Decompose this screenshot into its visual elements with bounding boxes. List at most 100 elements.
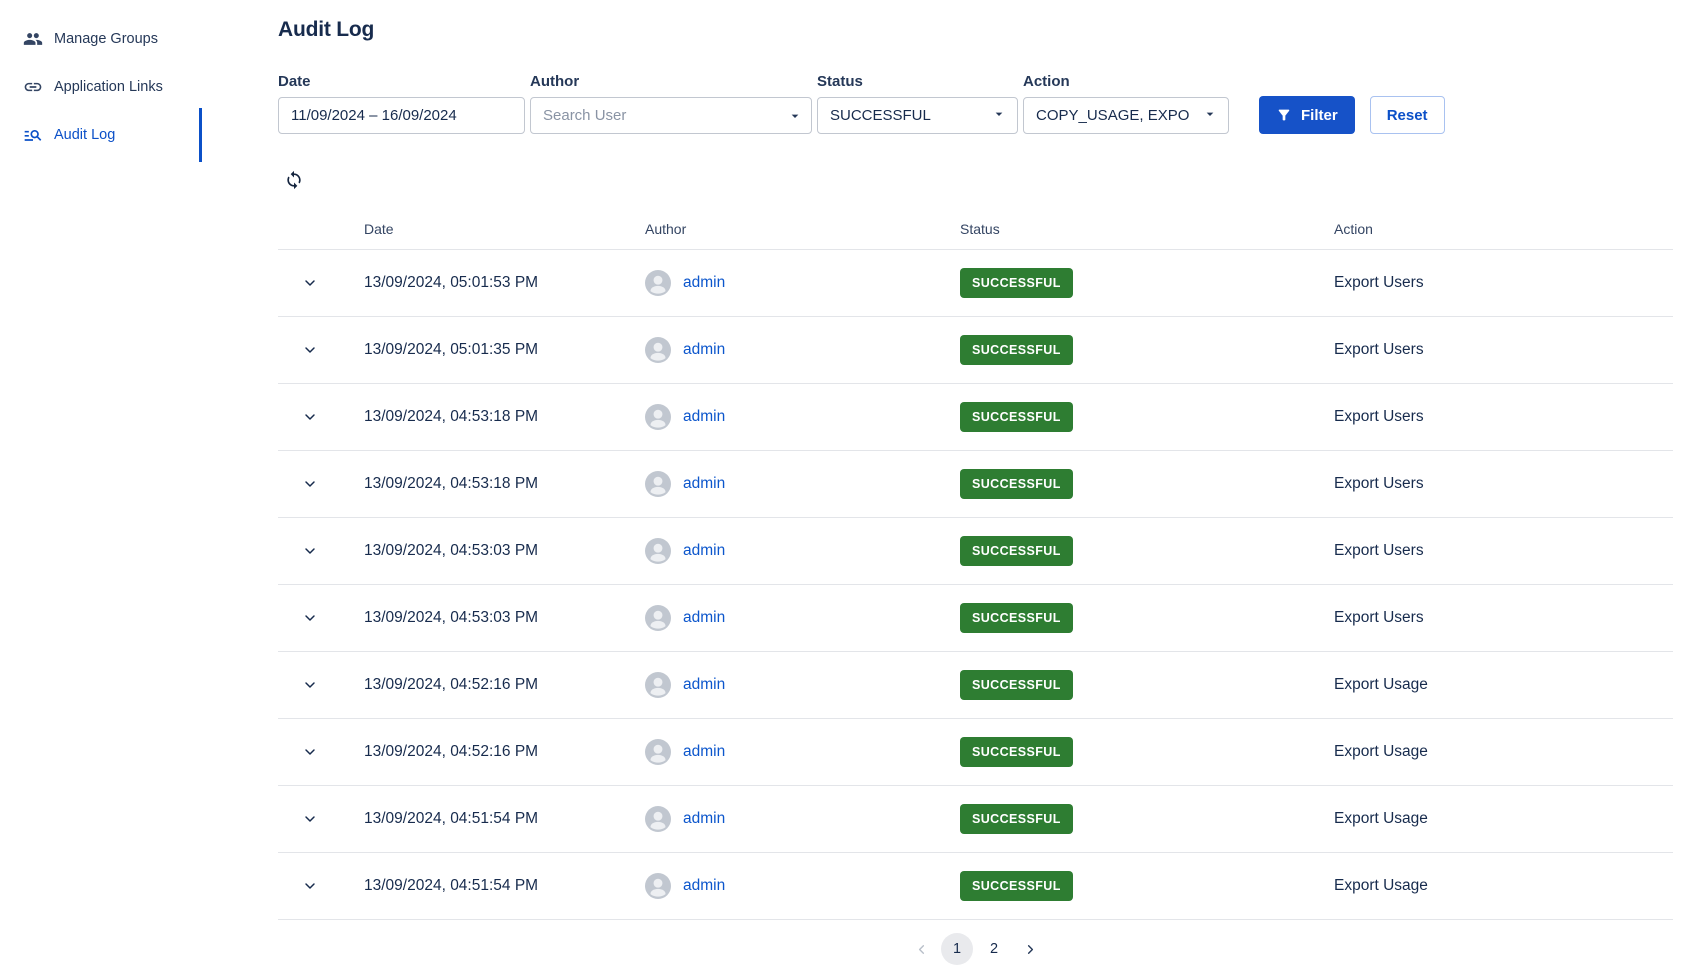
column-header-date: Date [364,220,394,237]
author-link[interactable]: admin [683,542,726,559]
avatar [645,404,671,430]
table-row: 13/09/2024, 04:53:18 PM admin SUCCESSFUL… [278,451,1673,518]
row-action: Export Users [1334,542,1424,559]
dropdown-arrow-icon [1202,106,1218,126]
row-action: Export Usage [1334,676,1428,693]
table-header-row: Date Author Status Action [278,208,1673,250]
sidebar-item-manage-groups[interactable]: Manage Groups [0,15,204,63]
expand-row-button[interactable] [297,605,323,631]
action-select[interactable]: COPY_USAGE, EXPO [1023,97,1229,134]
date-range-input[interactable] [278,97,525,134]
dropdown-arrow-icon[interactable] [787,108,803,129]
sidebar-nav: Manage Groups Application Links Audit Lo… [0,15,204,162]
refresh-button[interactable] [284,170,304,193]
expand-row-button[interactable] [297,404,323,430]
chevron-down-icon [305,749,315,755]
chevron-down-icon [305,481,315,487]
author-link[interactable]: admin [683,743,726,760]
status-badge: SUCCESSFUL [960,603,1073,633]
expand-row-button[interactable] [297,873,323,899]
row-date: 13/09/2024, 04:53:18 PM [364,475,539,492]
status-filter-field: Status SUCCESSFUL [817,73,1018,134]
link-icon [23,77,43,97]
column-header-author: Author [645,220,687,237]
expand-row-button[interactable] [297,471,323,497]
table-row: 13/09/2024, 05:01:53 PM admin SUCCESSFUL… [278,250,1673,317]
expand-row-button[interactable] [297,337,323,363]
row-action: Export Users [1334,274,1424,291]
row-action: Export Usage [1334,810,1428,827]
row-date: 13/09/2024, 04:53:03 PM [364,609,539,626]
sidebar-item-audit-log[interactable]: Audit Log [0,108,204,162]
table-row: 13/09/2024, 04:53:03 PM admin SUCCESSFUL… [278,518,1673,585]
row-action: Export Usage [1334,743,1428,760]
expand-row-button[interactable] [297,672,323,698]
avatar [645,672,671,698]
page-title: Audit Log [278,18,375,41]
status-select[interactable]: SUCCESSFUL [817,97,1018,134]
table-row: 13/09/2024, 05:01:35 PM admin SUCCESSFUL… [278,317,1673,384]
status-badge: SUCCESSFUL [960,536,1073,566]
next-page-button[interactable] [1015,934,1045,964]
author-link[interactable]: admin [683,274,726,291]
row-date: 13/09/2024, 04:53:03 PM [364,542,539,559]
author-link[interactable]: admin [683,408,726,425]
author-link[interactable]: admin [683,609,726,626]
avatar [645,806,671,832]
row-date: 13/09/2024, 05:01:53 PM [364,274,539,291]
sidebar-item-application-links[interactable]: Application Links [0,63,204,111]
pagination: 1 2 [278,933,1673,965]
author-link[interactable]: admin [683,810,726,827]
status-badge: SUCCESSFUL [960,670,1073,700]
expand-row-button[interactable] [297,270,323,296]
author-link[interactable]: admin [683,676,726,693]
status-badge: SUCCESSFUL [960,469,1073,499]
chevron-down-icon [305,280,315,286]
status-badge: SUCCESSFUL [960,335,1073,365]
main-content: Audit Log Date Author Status SUCCESSFUL [278,0,1673,965]
author-link[interactable]: admin [683,341,726,358]
author-search-input[interactable] [530,97,812,134]
status-badge: SUCCESSFUL [960,871,1073,901]
previous-page-button[interactable] [906,934,936,964]
chevron-down-icon [305,548,315,554]
dropdown-arrow-icon [991,106,1007,126]
row-date: 13/09/2024, 04:52:16 PM [364,743,539,760]
row-date: 13/09/2024, 04:51:54 PM [364,877,539,894]
sidebar-item-label: Application Links [54,79,163,95]
author-filter-label: Author [530,73,580,90]
action-filter-label: Action [1023,73,1070,90]
row-date: 13/09/2024, 04:53:18 PM [364,408,539,425]
chevron-left-icon [918,944,924,954]
row-action: Export Users [1334,609,1424,626]
row-date: 13/09/2024, 05:01:35 PM [364,341,539,358]
avatar [645,337,671,363]
filter-button[interactable]: Filter [1259,96,1355,134]
expand-row-button[interactable] [297,739,323,765]
column-header-action: Action [1334,220,1373,237]
table-row: 13/09/2024, 04:51:54 PM admin SUCCESSFUL… [278,853,1673,920]
date-filter-label: Date [278,73,311,90]
row-action: Export Users [1334,475,1424,492]
table-row: 13/09/2024, 04:51:54 PM admin SUCCESSFUL… [278,786,1673,853]
chevron-down-icon [305,883,315,889]
author-link[interactable]: admin [683,475,726,492]
sidebar: Manage Groups Application Links Audit Lo… [0,0,204,162]
row-date: 13/09/2024, 04:52:16 PM [364,676,539,693]
avatar [645,471,671,497]
author-link[interactable]: admin [683,877,726,894]
row-action: Export Usage [1334,877,1428,894]
chevron-down-icon [305,615,315,621]
action-select-value: COPY_USAGE, EXPO [1036,107,1190,124]
expand-row-button[interactable] [297,538,323,564]
chevron-down-icon [305,682,315,688]
row-action: Export Users [1334,341,1424,358]
filter-button-label: Filter [1301,106,1338,124]
action-filter-field: Action COPY_USAGE, EXPO [1023,73,1229,134]
expand-row-button[interactable] [297,806,323,832]
reset-button[interactable]: Reset [1369,96,1445,134]
page-button-1[interactable]: 1 [941,933,973,965]
chevron-down-icon [305,347,315,353]
page-button-2[interactable]: 2 [978,933,1010,965]
audit-log-table: Date Author Status Action 13/09/2024, 05… [278,208,1673,920]
